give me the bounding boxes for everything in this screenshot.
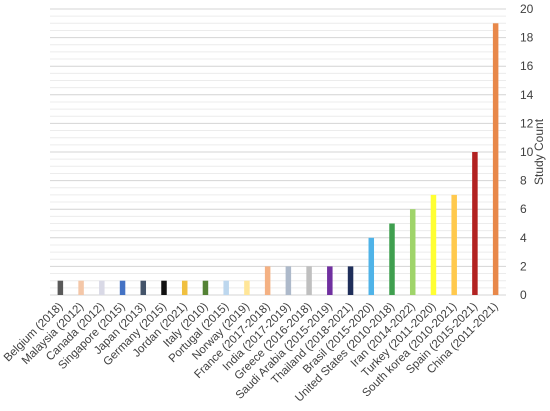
y-tick-label: 18 bbox=[520, 31, 534, 45]
bar bbox=[368, 237, 375, 295]
bar bbox=[161, 280, 167, 295]
y-tick-label: 16 bbox=[520, 59, 534, 73]
bar bbox=[451, 194, 457, 295]
bar bbox=[389, 223, 395, 295]
x-tick-labels: Belgium (2018)Malaysia (2012)Canada (201… bbox=[2, 301, 501, 405]
y-tick-label: 0 bbox=[520, 288, 527, 302]
bar bbox=[409, 209, 416, 295]
y-tick-label: 20 bbox=[520, 2, 534, 16]
bars bbox=[57, 23, 499, 296]
bar bbox=[492, 23, 499, 296]
y-tick-label: 12 bbox=[520, 116, 534, 130]
bar bbox=[223, 280, 229, 295]
y-axis-label: Study Count bbox=[532, 118, 546, 185]
bar bbox=[430, 194, 437, 295]
bar bbox=[472, 152, 478, 295]
bar bbox=[347, 266, 354, 295]
bar bbox=[244, 280, 250, 295]
y-tick-label: 2 bbox=[520, 259, 527, 273]
bar bbox=[285, 266, 292, 295]
bar bbox=[264, 266, 271, 295]
bar bbox=[140, 280, 147, 295]
y-tick-label: 8 bbox=[520, 174, 527, 188]
y-tick-label: 10 bbox=[520, 145, 534, 159]
bar bbox=[99, 280, 105, 295]
bar bbox=[181, 280, 188, 295]
bar bbox=[202, 280, 209, 295]
y-tick-label: 14 bbox=[520, 88, 534, 102]
bar bbox=[78, 280, 84, 295]
y-tick-label: 6 bbox=[520, 202, 527, 216]
bar bbox=[306, 266, 312, 295]
y-tick-label: 4 bbox=[520, 231, 527, 245]
bar bbox=[119, 280, 126, 295]
gridlines bbox=[50, 8, 506, 296]
bar bbox=[57, 280, 64, 295]
y-tick-labels: 0 2 4 6 8 10 12 14 16 18 20 bbox=[520, 2, 534, 302]
bar bbox=[327, 266, 333, 295]
